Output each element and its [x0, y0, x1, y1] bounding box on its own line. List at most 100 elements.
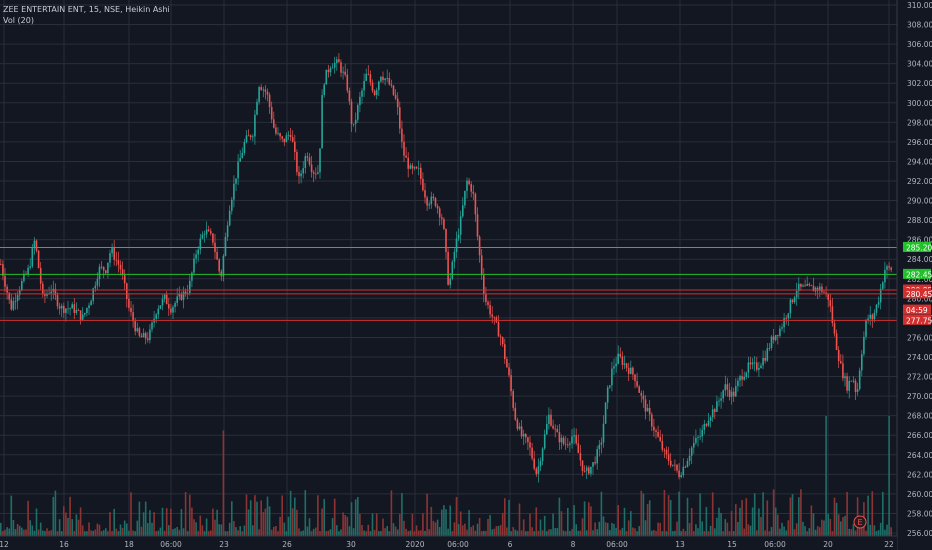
candle-body [92, 288, 94, 301]
price-tick-label: 282.00 [907, 275, 932, 284]
candle-body [329, 68, 332, 73]
candle-body [695, 437, 697, 443]
volume-bar [510, 531, 512, 536]
candle-body [354, 119, 357, 124]
candle-body [480, 255, 483, 276]
volume-bar [327, 530, 330, 536]
candle-body [37, 250, 40, 269]
candle-body [882, 282, 884, 289]
volume-bar [882, 491, 884, 536]
candle-body [176, 296, 178, 303]
volume-bar [793, 529, 796, 536]
candle-body [88, 305, 90, 308]
volume-bar [455, 496, 458, 536]
volume-bar [798, 497, 800, 536]
candle-body [98, 266, 101, 279]
volume-bar [426, 493, 428, 536]
volume-bar [760, 516, 762, 536]
time-tick-label: 26 [282, 540, 292, 549]
volume-bar [16, 523, 19, 536]
candle-body [674, 464, 676, 466]
volume-bar [396, 529, 399, 536]
volume-bar [249, 500, 252, 536]
candle-body [102, 266, 105, 271]
volume-bar [869, 525, 871, 536]
candle-body [199, 238, 202, 250]
candle-body [468, 180, 470, 185]
candle-body [27, 267, 29, 275]
volume-bar [840, 521, 842, 536]
volume-bar [336, 525, 338, 536]
volume-bar [741, 499, 743, 536]
candle-body [327, 69, 330, 73]
candle-body [875, 304, 878, 313]
volume-bar [186, 531, 189, 536]
volume-bar [854, 530, 857, 536]
candle-body [842, 363, 844, 379]
volume-bar [134, 531, 136, 536]
candle-body [283, 138, 286, 143]
candle-body [382, 76, 384, 81]
volume-bar [690, 508, 693, 536]
candle-body [596, 449, 598, 464]
volume-bar [121, 527, 124, 536]
candle-body [67, 308, 69, 310]
candle-body [493, 316, 496, 318]
time-axis[interactable]: 12 16 18 06:00 23 26 30 2020 06:00 6 8 06:00 13 15 06:… [0, 535, 897, 550]
volume-bar [157, 530, 160, 536]
volume-bar [71, 519, 73, 536]
volume-bar [407, 531, 409, 536]
volume-bar [774, 507, 777, 536]
candle-body [848, 380, 850, 391]
candle-body [499, 336, 502, 338]
candle-body [543, 434, 546, 449]
candle-body [136, 328, 139, 332]
event-markers[interactable]: E [853, 515, 867, 529]
volume-bar [373, 529, 376, 536]
price-tick-label: 302.00 [907, 79, 932, 88]
volume-bar [6, 527, 8, 536]
volume-bar [560, 511, 563, 536]
time-tick-label: 2020 [405, 540, 424, 549]
candle-body [846, 376, 848, 391]
volume-bar [52, 496, 55, 536]
candle-body [117, 260, 120, 265]
volume-bar [237, 530, 239, 536]
volume-bar [369, 531, 372, 536]
candle-body [69, 308, 71, 310]
volume-bar [401, 493, 403, 536]
volume-bar [879, 522, 882, 536]
price-levels [0, 246, 897, 321]
volume-bar [573, 505, 575, 536]
candle-body [806, 283, 808, 286]
price-tick-label: 298.00 [907, 118, 932, 127]
candle-body [77, 310, 80, 311]
candle-body [46, 293, 48, 296]
candle-body [501, 337, 504, 345]
candle-body [352, 123, 355, 125]
candle-body [142, 332, 145, 338]
volume-bar [527, 531, 529, 536]
candle-body [81, 314, 84, 320]
volume-bar [686, 497, 689, 536]
candle-body [312, 172, 315, 174]
volume-bar [115, 528, 118, 536]
candle-body [233, 183, 235, 200]
volume-bar [409, 530, 412, 536]
volume-bar [210, 530, 212, 536]
volume-bar [556, 528, 559, 536]
volume-bar [338, 531, 340, 536]
candle-body [130, 307, 132, 313]
volume-bar [149, 510, 151, 536]
candle-body [699, 436, 701, 438]
volume-bar [46, 528, 48, 536]
candle-body [457, 234, 460, 239]
volume-bar [651, 530, 653, 536]
candle-body [2, 264, 4, 276]
earnings-event-marker[interactable]: E [853, 515, 867, 529]
volume-bar [417, 530, 420, 536]
candle-body [422, 178, 424, 191]
price-tag-box [903, 304, 931, 315]
candle-body [676, 464, 678, 471]
